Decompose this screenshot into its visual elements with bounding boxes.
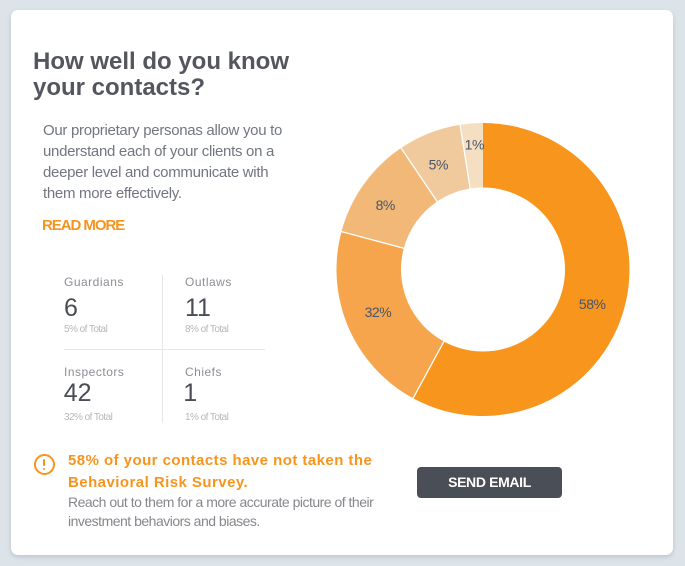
svg-text:58%: 58% [579, 296, 606, 312]
svg-text:32%: 32% [365, 304, 392, 320]
svg-text:5%: 5% [429, 157, 448, 173]
svg-text:8%: 8% [376, 197, 395, 213]
svg-text:1%: 1% [465, 137, 484, 153]
